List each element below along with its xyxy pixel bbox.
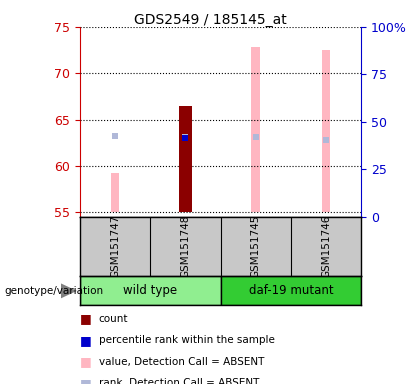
Bar xyxy=(179,106,192,212)
Text: value, Detection Call = ABSENT: value, Detection Call = ABSENT xyxy=(99,357,264,367)
Bar xyxy=(111,174,119,212)
Bar xyxy=(322,50,330,212)
Text: GSM151745: GSM151745 xyxy=(251,215,261,278)
Text: ■: ■ xyxy=(80,377,92,384)
Text: wild type: wild type xyxy=(123,285,177,297)
Text: GSM151746: GSM151746 xyxy=(321,215,331,278)
Polygon shape xyxy=(61,283,77,298)
Text: count: count xyxy=(99,314,128,324)
Text: ■: ■ xyxy=(80,334,92,347)
Text: percentile rank within the sample: percentile rank within the sample xyxy=(99,335,275,345)
Text: GSM151748: GSM151748 xyxy=(180,215,190,278)
Text: ■: ■ xyxy=(80,355,92,368)
Bar xyxy=(181,106,189,212)
Text: GSM151747: GSM151747 xyxy=(110,215,120,278)
Text: genotype/variation: genotype/variation xyxy=(4,286,103,296)
Bar xyxy=(220,276,361,305)
Bar xyxy=(80,276,220,305)
Text: rank, Detection Call = ABSENT: rank, Detection Call = ABSENT xyxy=(99,378,259,384)
Bar xyxy=(252,47,260,212)
Text: daf-19 mutant: daf-19 mutant xyxy=(249,285,333,297)
Text: GDS2549 / 185145_at: GDS2549 / 185145_at xyxy=(134,13,286,27)
Text: ■: ■ xyxy=(80,312,92,325)
